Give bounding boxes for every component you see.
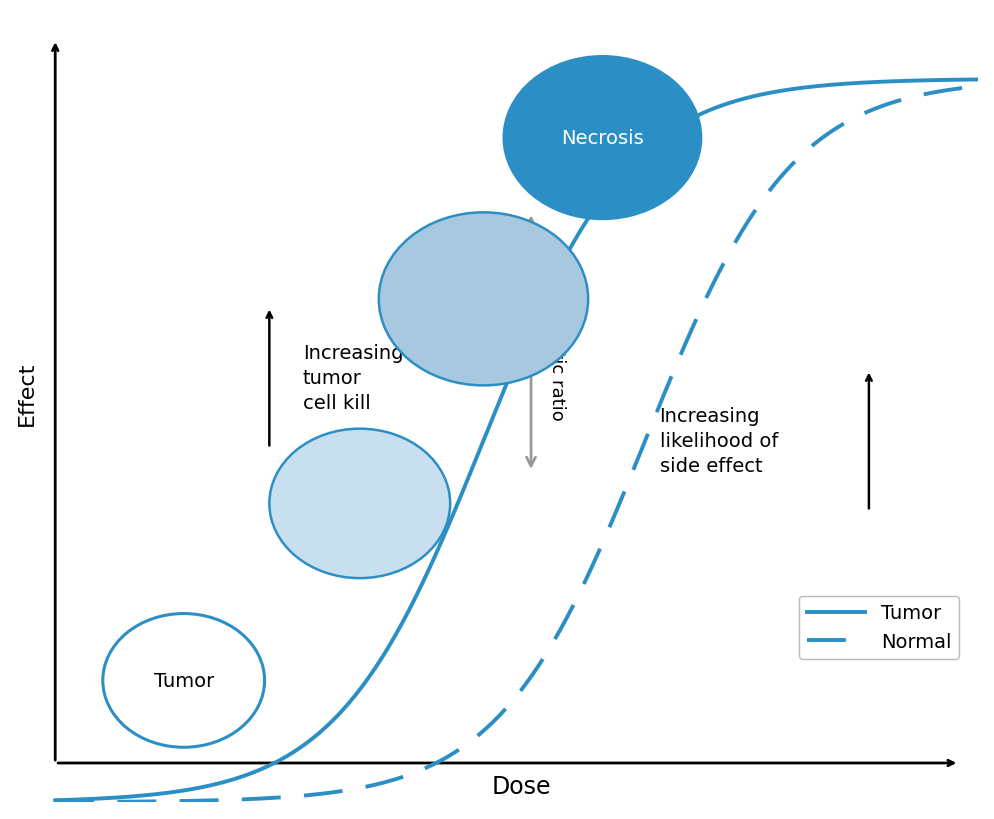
Text: Therapeutic ratio: Therapeutic ratio <box>548 265 566 420</box>
Text: Tumor: Tumor <box>153 671 214 690</box>
Text: Necrosis: Necrosis <box>561 129 643 148</box>
Text: Effect: Effect <box>17 362 37 426</box>
Text: Increasing
likelihood of
side effect: Increasing likelihood of side effect <box>659 406 777 475</box>
Legend: Tumor, Normal: Tumor, Normal <box>798 596 958 659</box>
Circle shape <box>379 213 587 386</box>
Text: Dose: Dose <box>491 775 551 799</box>
Circle shape <box>269 429 449 578</box>
Circle shape <box>502 56 702 221</box>
Text: Increasing
tumor
cell kill: Increasing tumor cell kill <box>302 344 403 413</box>
